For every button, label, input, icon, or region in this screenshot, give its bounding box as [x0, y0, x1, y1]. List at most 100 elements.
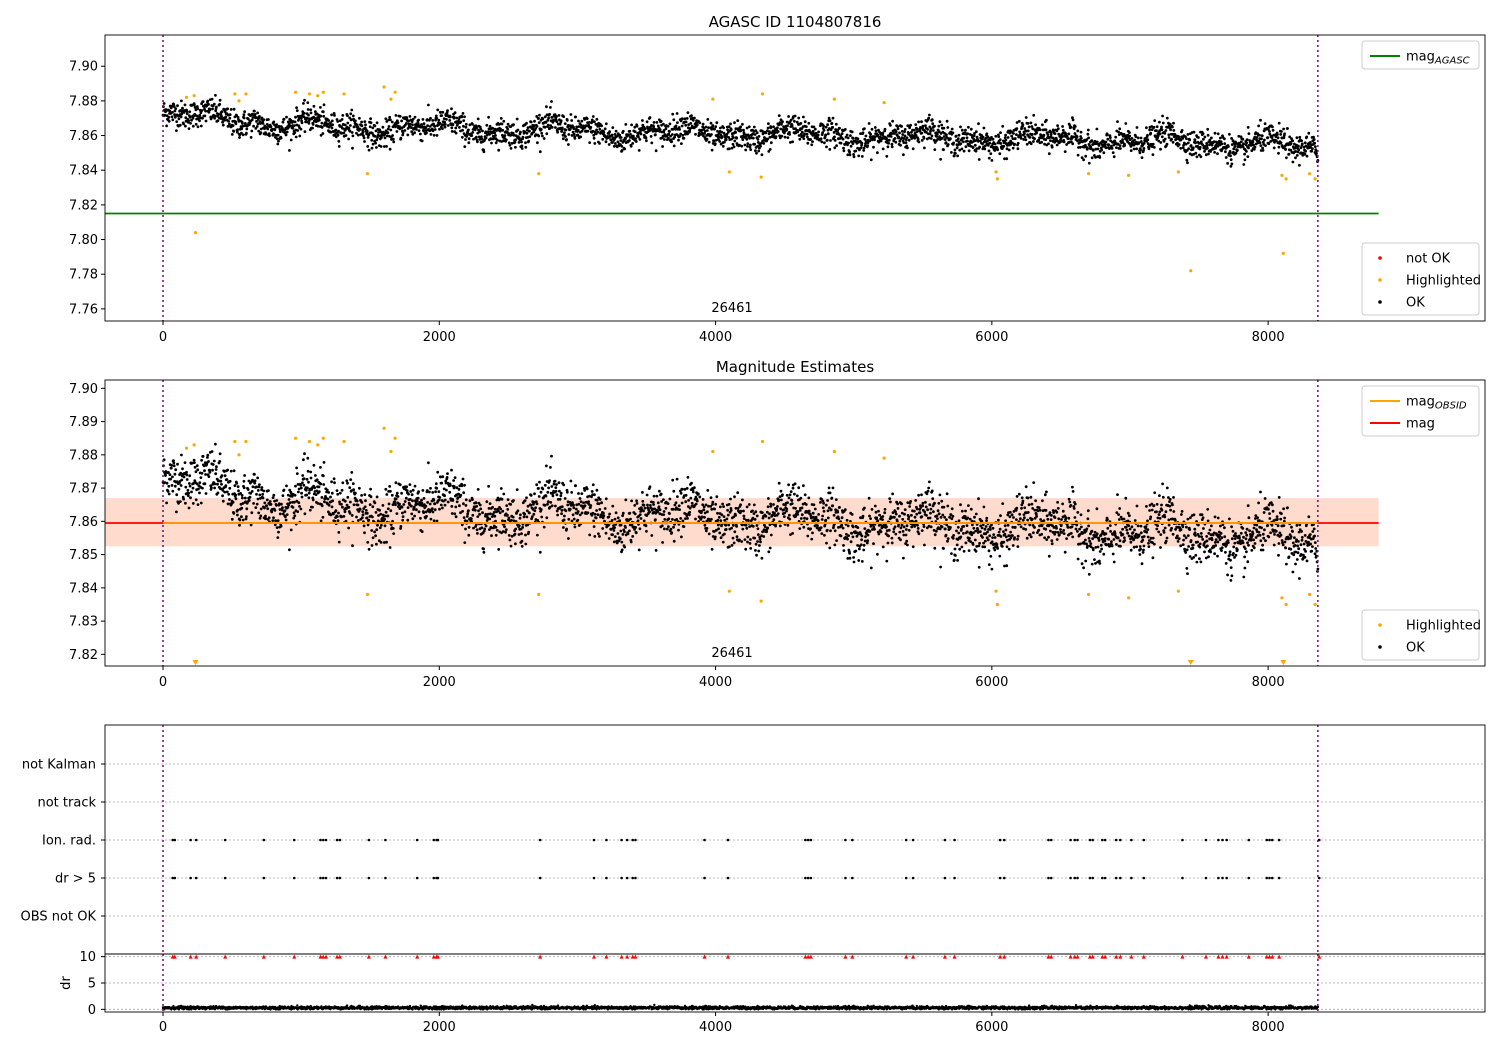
p1-ok-point	[928, 132, 932, 136]
p2-ok-point	[553, 479, 557, 483]
p2-ok-point	[746, 535, 750, 539]
p2-ok-point	[289, 528, 293, 532]
p1-ok-point	[203, 114, 207, 118]
p2-ok-point	[575, 507, 578, 511]
p1-ok-point	[514, 145, 517, 149]
p1-ok-point	[171, 118, 175, 122]
p2-ok-point	[330, 480, 333, 484]
p1-ok-point	[350, 131, 354, 134]
p1-ok-point	[842, 149, 846, 153]
p1-ok-point	[956, 154, 959, 158]
p2-ok-point	[330, 505, 334, 509]
p1-ok-point	[885, 139, 889, 142]
p1-ok-point	[1253, 135, 1257, 139]
p1-ok-point	[173, 109, 177, 113]
p2-ok-point	[417, 490, 420, 493]
p1-ok-point	[885, 154, 889, 158]
p2-ok-point	[248, 495, 252, 499]
p2-ok-point	[243, 474, 247, 477]
p1-ok-point	[659, 119, 663, 123]
p2-ok-point	[224, 484, 228, 487]
p1-ok-point	[998, 138, 1002, 142]
p1-ok-point	[392, 140, 396, 144]
p1-ok-point	[427, 103, 430, 107]
p2-ok-point	[391, 503, 395, 506]
p1-ok-point	[641, 119, 644, 122]
p1-ok-point	[946, 143, 950, 146]
p1-ok-point	[974, 130, 978, 134]
p1-ok-point	[1233, 145, 1237, 149]
p2-ok-point	[177, 487, 181, 491]
p1-ok-point	[570, 119, 574, 122]
p2-ok-point	[545, 516, 549, 520]
p1-ok-point	[1061, 125, 1064, 128]
p1-ok-point	[432, 133, 436, 137]
p2-ok-point	[690, 481, 693, 485]
p2-ok-point	[243, 496, 247, 500]
p1-ok-point	[933, 124, 936, 128]
p2-ok-point	[394, 481, 398, 485]
p1-highlighted-point	[1086, 172, 1091, 176]
p1-ok-point	[459, 120, 463, 124]
p2-ok-point	[335, 489, 339, 492]
p1-x-tick-label: 6000	[975, 330, 1008, 345]
p1-ok-point	[198, 119, 201, 123]
p1-ok-point	[473, 128, 477, 132]
p1-ok-point	[902, 141, 906, 145]
p1-ok-point	[1271, 125, 1274, 129]
p2-ok-point	[287, 498, 291, 501]
p1-ok-point	[651, 127, 654, 131]
p2-ok-point	[658, 489, 661, 493]
p1-ok-point	[1041, 123, 1044, 127]
p2-ok-point	[193, 461, 196, 464]
p2-ok-point	[169, 466, 173, 470]
p1-ok-point	[478, 125, 482, 129]
p2-ok-point	[262, 489, 266, 493]
p1-ok-point	[781, 120, 784, 124]
p1-ok-point	[1060, 135, 1064, 138]
p2-ok-point	[246, 488, 250, 491]
p2-ok-point	[502, 530, 505, 533]
p1-ok-point	[1185, 158, 1189, 162]
p1-ok-point	[1010, 134, 1014, 138]
p1-ok-point	[1165, 116, 1169, 120]
p2-data-layer	[105, 426, 1379, 665]
p1-ok-point	[748, 136, 751, 140]
p2-ok-point	[759, 540, 762, 544]
p2-ok-point	[234, 497, 238, 501]
p2-ok-point	[276, 536, 280, 539]
p1-ok-point	[733, 121, 736, 125]
p2-ok-point	[371, 515, 374, 519]
p2-ok-point	[360, 516, 364, 520]
p1-ok-point	[1073, 125, 1077, 128]
p1-ok-point	[1142, 142, 1146, 145]
p1-ok-point	[813, 127, 817, 131]
p1-ok-point	[1107, 143, 1111, 147]
p2-ok-point	[706, 510, 709, 514]
p2-ok-point	[167, 471, 170, 474]
p2-ok-point	[231, 500, 235, 504]
p2-ok-point	[238, 518, 242, 522]
p2-ok-point	[674, 501, 678, 505]
p1-ok-point	[687, 123, 690, 126]
p1-ok-point	[1016, 141, 1020, 145]
p1-ok-point	[620, 149, 624, 152]
p2-ok-point	[232, 512, 236, 515]
p1-ok-point	[460, 135, 464, 139]
p2-ok-point	[680, 501, 684, 505]
p2-ok-point	[193, 465, 197, 469]
p1-ok-point	[774, 135, 778, 139]
p2-ok-point	[560, 512, 563, 516]
p2-ok-point	[165, 501, 169, 505]
p1-ok-point	[174, 107, 178, 110]
p1-ok-point	[1066, 137, 1070, 141]
p2-ok-point	[247, 479, 251, 483]
p1-ok-point	[1106, 133, 1109, 137]
p2-ok-point	[724, 523, 728, 527]
p1-ok-point	[623, 139, 626, 143]
p1-ok-point	[1134, 135, 1138, 139]
p2-ok-point	[582, 501, 585, 505]
p1-ok-point	[962, 136, 966, 140]
p2-ok-point	[435, 519, 439, 523]
p1-ok-point	[1044, 128, 1048, 132]
